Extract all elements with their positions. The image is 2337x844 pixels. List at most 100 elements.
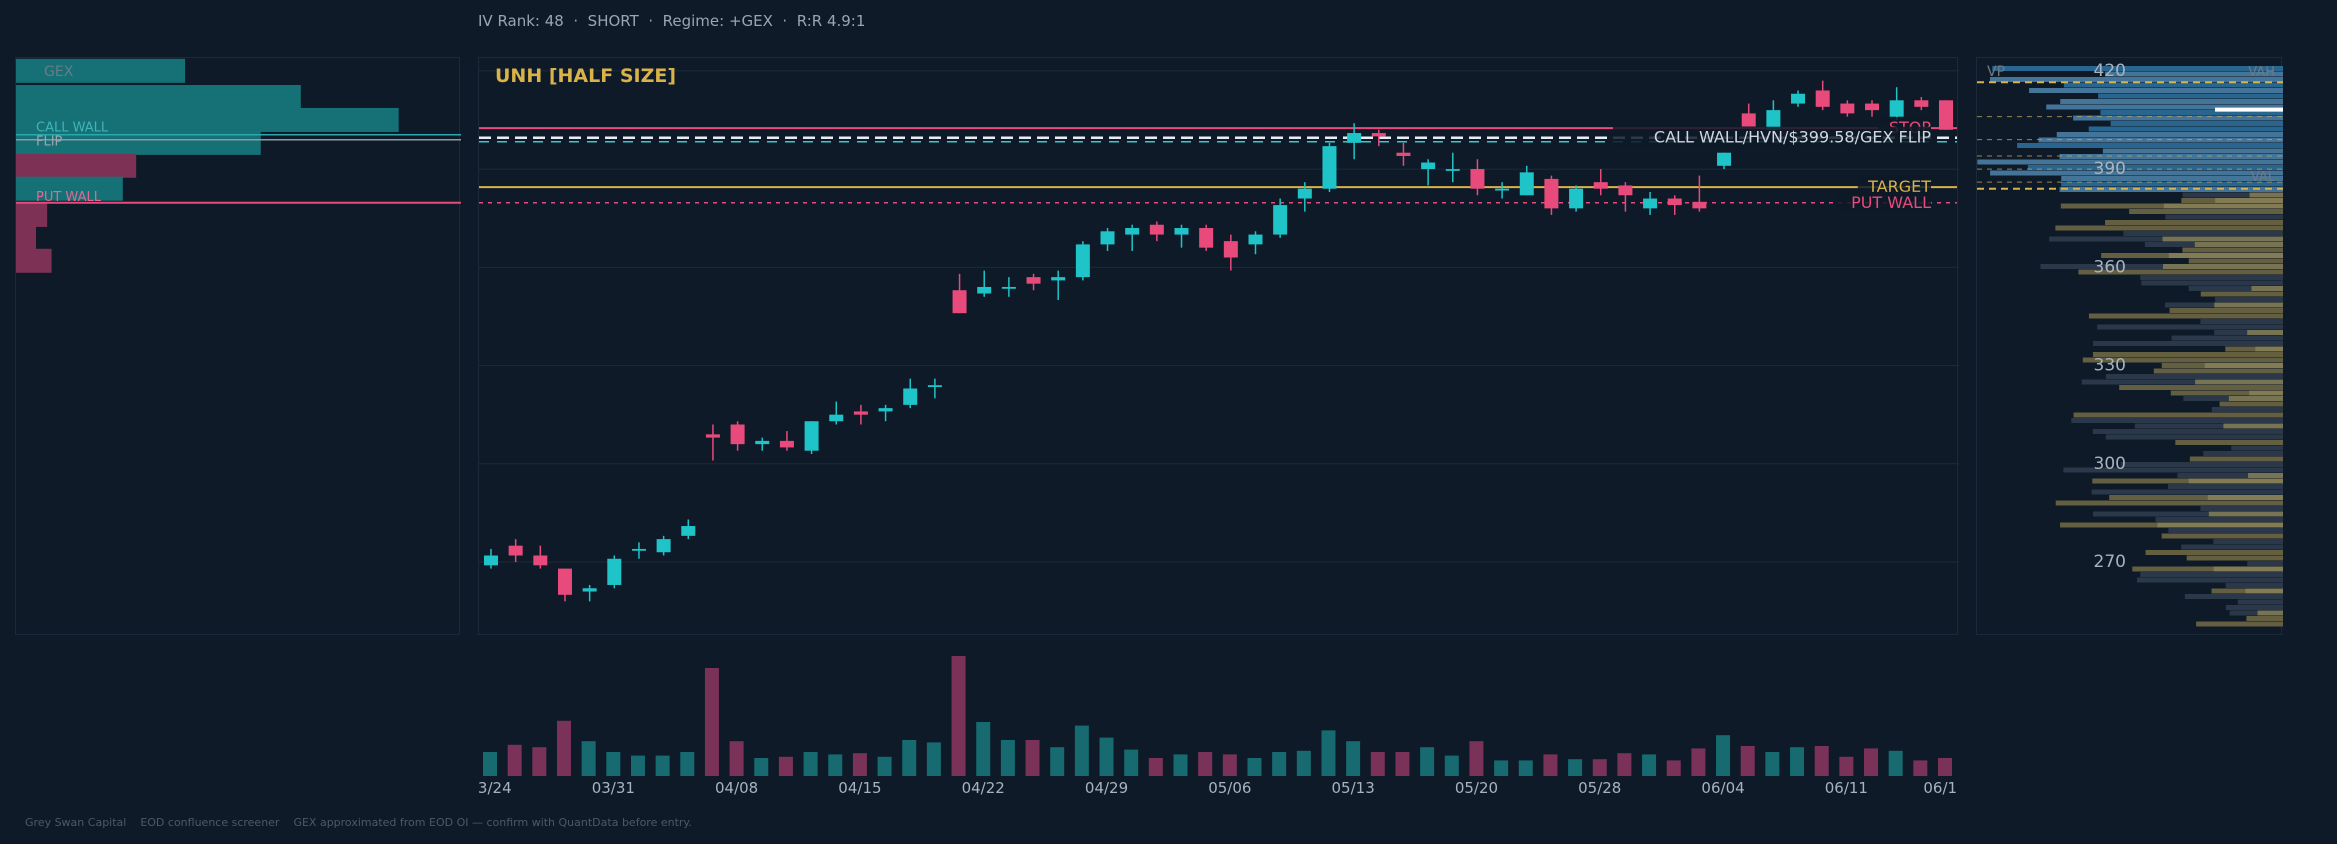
gex-bar	[16, 153, 137, 178]
x-tick-label: 05/28	[1578, 779, 1621, 797]
volume-bar	[581, 741, 596, 776]
gex-bar	[16, 248, 52, 273]
candle-body	[730, 424, 745, 445]
vp-bar	[1990, 170, 2283, 176]
vp-bar	[2055, 225, 2283, 231]
vp-bar-overlay	[2163, 203, 2283, 209]
vp-bar	[2088, 126, 2283, 132]
candle-body	[804, 421, 819, 451]
volume-bar	[1814, 746, 1829, 776]
x-tick-label: 05/06	[1208, 779, 1251, 797]
vp-bar-overlay	[2188, 478, 2283, 484]
candle-body	[1273, 205, 1288, 235]
volume-bar	[606, 752, 621, 776]
vp-bar	[2140, 572, 2283, 577]
candle-body	[582, 588, 597, 592]
candle-body	[779, 440, 794, 448]
vp-bar	[2046, 104, 2283, 110]
vp-bar	[2093, 341, 2283, 346]
volume-bar	[1395, 752, 1410, 776]
vp-bar	[2145, 550, 2283, 555]
candle-body	[1791, 93, 1806, 104]
volume-bar	[1272, 752, 1287, 776]
price-chart: UNH [HALF SIZE]STOPCALL WALL/HVN/$399.58…	[479, 65, 1959, 602]
candle-body	[1667, 198, 1682, 206]
vp-bar	[2219, 401, 2283, 407]
vp-bar	[2056, 132, 2283, 137]
volume-bar	[729, 741, 744, 776]
candle-body	[1125, 228, 1140, 235]
candle-body	[1051, 277, 1066, 281]
candle-body	[1297, 188, 1312, 199]
x-tick-label: 03/24	[478, 779, 512, 797]
volume-bar	[1642, 754, 1657, 776]
x-tick-label: 06/17	[1923, 779, 1958, 797]
candle-body	[853, 411, 868, 415]
vp-bar	[2165, 214, 2283, 220]
volume-bar	[1198, 752, 1213, 776]
volume-bar	[507, 744, 522, 776]
header-info: IV Rank: 48 · SHORT · Regime: +GEX · R:R…	[478, 12, 866, 30]
x-tick-label: 05/20	[1455, 779, 1498, 797]
volume-bar	[1444, 755, 1459, 776]
vp-bar-overlay	[2251, 286, 2283, 291]
vp-bar	[2119, 385, 2283, 390]
vp-bar	[2168, 528, 2283, 533]
volume-bar	[976, 722, 991, 776]
candle-body	[1519, 172, 1534, 196]
candle-body	[705, 434, 720, 438]
vp-bar-overlay	[2215, 198, 2283, 203]
vp-bar	[2120, 462, 2283, 467]
candle-body	[952, 290, 967, 314]
vp-bar	[2109, 495, 2283, 500]
vp-bar	[2231, 445, 2283, 451]
candle-body	[1075, 244, 1090, 278]
volume-chart: 03/24 03/31 04/08 04/15 04/22 04/29 05/06 05/13…	[478, 656, 1958, 797]
volume-bar	[630, 755, 645, 776]
vp-bar	[2184, 594, 2283, 599]
volume-bar	[1568, 759, 1583, 776]
x-tick-label: 06/04	[1701, 779, 1744, 797]
candle-body	[533, 555, 548, 566]
volume-bar	[926, 742, 941, 776]
vp-bar	[2078, 269, 2283, 275]
vp-bar	[2100, 110, 2283, 115]
vp-bar-overlay	[2208, 511, 2283, 517]
vp-bar	[2091, 489, 2283, 495]
candle-body	[1593, 182, 1608, 189]
vp-bar	[2169, 308, 2283, 313]
volume-bar	[1346, 741, 1361, 776]
candle-body	[1445, 169, 1460, 171]
candle-body	[1618, 185, 1633, 196]
vp-bar	[1977, 159, 2283, 165]
candle-body	[681, 526, 696, 536]
volume-bar	[1222, 754, 1237, 776]
volume-bar	[778, 756, 793, 776]
candle-body	[631, 548, 646, 551]
volume-bar	[1543, 754, 1558, 776]
vp-bar	[2229, 610, 2283, 616]
candle-body	[557, 568, 572, 595]
vp-bar	[2177, 473, 2283, 478]
candle-body	[1371, 133, 1386, 137]
candle-body	[1248, 234, 1263, 245]
vp-bar	[2200, 291, 2283, 297]
vp-bar	[2017, 143, 2283, 148]
volume-profile-panel: VP VAH VAL	[1976, 57, 2299, 635]
vp-bar	[2196, 621, 2283, 627]
candle-body	[1001, 286, 1016, 289]
volume-bar	[1025, 740, 1040, 776]
volume-bar	[877, 756, 892, 776]
volume-bar	[483, 752, 497, 776]
volume-bar	[1296, 750, 1311, 776]
vp-bar-overlay	[2245, 588, 2283, 594]
volume-bar	[1839, 756, 1854, 776]
volume-bar	[852, 753, 867, 776]
vp-bar	[2110, 121, 2283, 126]
vp-bar-overlay	[2255, 346, 2283, 352]
gex-bar	[16, 85, 301, 110]
candle-body	[1717, 152, 1732, 166]
candle-body	[1347, 133, 1362, 143]
volume-bar	[1420, 747, 1435, 776]
vp-bar	[2171, 335, 2283, 341]
